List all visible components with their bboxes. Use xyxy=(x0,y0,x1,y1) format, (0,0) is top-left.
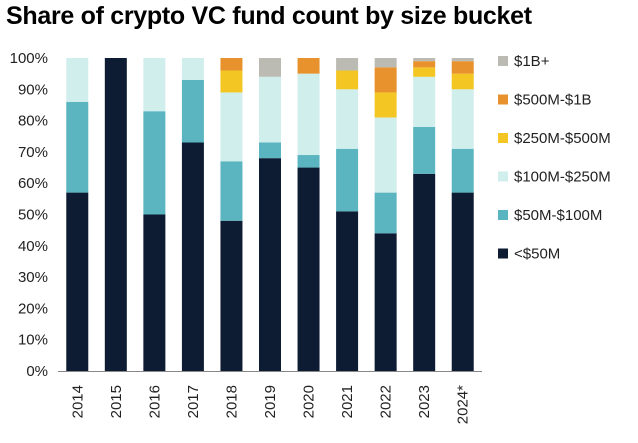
bar-segment xyxy=(413,61,436,68)
bar-segment xyxy=(374,58,397,68)
bar-segment xyxy=(143,111,166,215)
x-tick-label: 2023 xyxy=(416,385,433,418)
legend-swatch xyxy=(498,171,508,182)
bar-segment xyxy=(66,58,89,102)
bar-segment xyxy=(413,126,436,174)
bar-segment xyxy=(413,173,436,371)
legend-label: $500M-$1B xyxy=(514,92,592,109)
bar-segment xyxy=(451,89,474,149)
y-tick-label: 20% xyxy=(18,300,48,317)
bar-segment xyxy=(259,158,281,371)
x-tick-label: 2018 xyxy=(223,385,240,418)
bar-segment xyxy=(336,211,359,371)
legend-label: $50M-$100M xyxy=(514,207,602,224)
legend: $1B+ $500M-$1B $250M-$500M $100M-$250M $50M-… xyxy=(498,53,611,263)
bar-segment xyxy=(66,192,89,371)
bar-segment xyxy=(451,192,474,371)
bar-segment xyxy=(451,73,474,90)
x-tick-label: 2015 xyxy=(108,385,125,418)
bar-segment xyxy=(220,92,243,162)
x-axis-ticks: 2014 2015 2016 2017 2018 2019 2020 2021 2022 2023… xyxy=(69,385,471,424)
x-tick-label: 2019 xyxy=(262,385,279,418)
bar-segment xyxy=(451,148,474,193)
legend-swatch xyxy=(498,210,508,220)
bar-segment xyxy=(181,79,204,143)
bar-segment xyxy=(413,58,436,62)
bar-segment xyxy=(297,167,320,371)
bar-segment xyxy=(374,233,397,371)
bar-segment xyxy=(104,58,127,371)
bar-segment xyxy=(220,58,243,71)
bar-segment xyxy=(336,148,359,212)
bar-segment xyxy=(143,58,166,112)
bars-layer xyxy=(66,58,474,371)
bar-segment xyxy=(297,58,320,74)
bar-segment xyxy=(451,58,474,62)
bar-segment xyxy=(181,142,204,371)
legend-swatch xyxy=(498,56,508,66)
x-tick-label: 2014 xyxy=(69,385,86,418)
x-tick-label: 2020 xyxy=(301,385,318,418)
legend-swatch xyxy=(498,133,508,143)
bar-segment xyxy=(374,117,397,193)
bar-segment xyxy=(181,58,204,80)
legend-label: $100M-$250M xyxy=(514,169,611,186)
legend-label: $1B+ xyxy=(514,53,550,70)
x-tick-label: 2024* xyxy=(455,385,472,424)
bar-segment xyxy=(374,67,397,93)
y-tick-label: 60% xyxy=(18,175,48,192)
y-tick-label: 50% xyxy=(18,207,48,224)
y-tick-label: 90% xyxy=(18,81,48,98)
y-tick-label: 70% xyxy=(18,144,48,161)
legend-swatch xyxy=(498,94,508,105)
y-tick-label: 40% xyxy=(18,238,48,255)
y-tick-label: 10% xyxy=(18,332,48,349)
y-tick-label: 0% xyxy=(26,363,48,380)
y-tick-label: 100% xyxy=(10,50,48,67)
y-tick-label: 30% xyxy=(18,269,48,286)
y-tick-label: 80% xyxy=(18,113,48,130)
bar-segment xyxy=(259,142,281,159)
bar-segment xyxy=(297,155,320,168)
bar-segment xyxy=(297,73,320,156)
bar-segment xyxy=(413,76,436,127)
bar-segment xyxy=(143,214,166,371)
bar-segment xyxy=(220,70,243,93)
x-tick-label: 2017 xyxy=(185,385,202,418)
chart-title: Share of crypto VC fund count by size bu… xyxy=(6,2,532,30)
bar-segment xyxy=(336,70,359,90)
bar-segment xyxy=(413,67,436,77)
legend-swatch xyxy=(498,248,508,259)
bar-segment xyxy=(374,92,397,118)
legend-label: <$50M xyxy=(514,246,560,263)
bar-segment xyxy=(259,58,281,77)
bar-segment xyxy=(451,61,474,74)
bar-segment xyxy=(66,101,89,193)
bar-segment xyxy=(220,161,243,221)
x-tick-label: 2021 xyxy=(339,385,356,418)
bar-segment xyxy=(336,58,359,71)
y-axis-ticks: 0% 10% 20% 30% 40% 50% 60% 70% 80% 90% 100% xyxy=(10,50,48,380)
bar-segment xyxy=(220,220,243,371)
bar-segment xyxy=(336,89,359,149)
legend-label: $250M-$500M xyxy=(514,130,611,147)
bar-segment xyxy=(259,76,281,143)
bar-segment xyxy=(374,192,397,234)
x-tick-label: 2016 xyxy=(146,385,163,418)
x-tick-label: 2022 xyxy=(378,385,395,418)
